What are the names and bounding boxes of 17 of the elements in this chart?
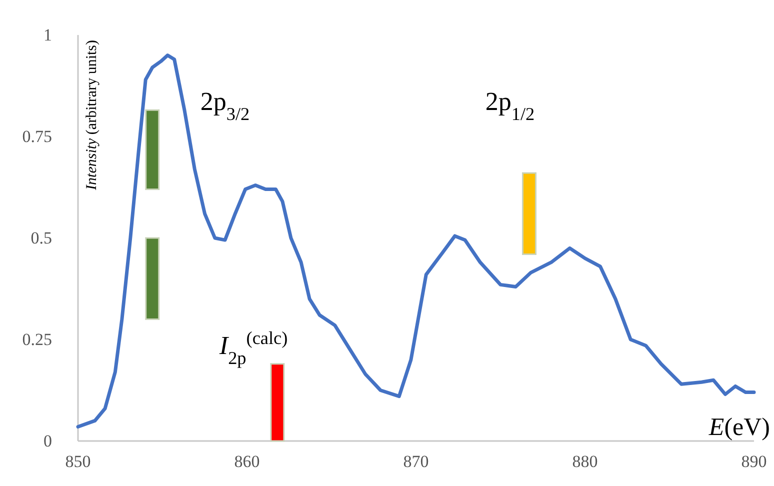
bar (145, 237, 160, 320)
y-axis-title: Intensity (arbitrary units) (84, 40, 100, 191)
x-tick-label: 870 (403, 452, 429, 472)
annotation: 2p$_{1/2}$ (485, 87, 535, 124)
y-tick-label: 0.75 (22, 126, 52, 146)
y-tick-label: 0.25 (22, 330, 52, 349)
x-tick-label: 860 (234, 452, 260, 472)
y-tick-label: 0 (44, 431, 52, 450)
x-tick-label: 880 (572, 452, 598, 472)
x-axis-title: E(eV) (708, 414, 770, 441)
bar (522, 172, 536, 255)
x-tick-label: 850 (65, 452, 91, 472)
annotation: 2p$_{3/2}$ (200, 87, 250, 124)
bar (270, 363, 285, 442)
y-tick-label: 1 (44, 25, 52, 44)
y-tick-label: 0.5 (30, 228, 52, 248)
x-tick-label: 890 (741, 452, 767, 472)
